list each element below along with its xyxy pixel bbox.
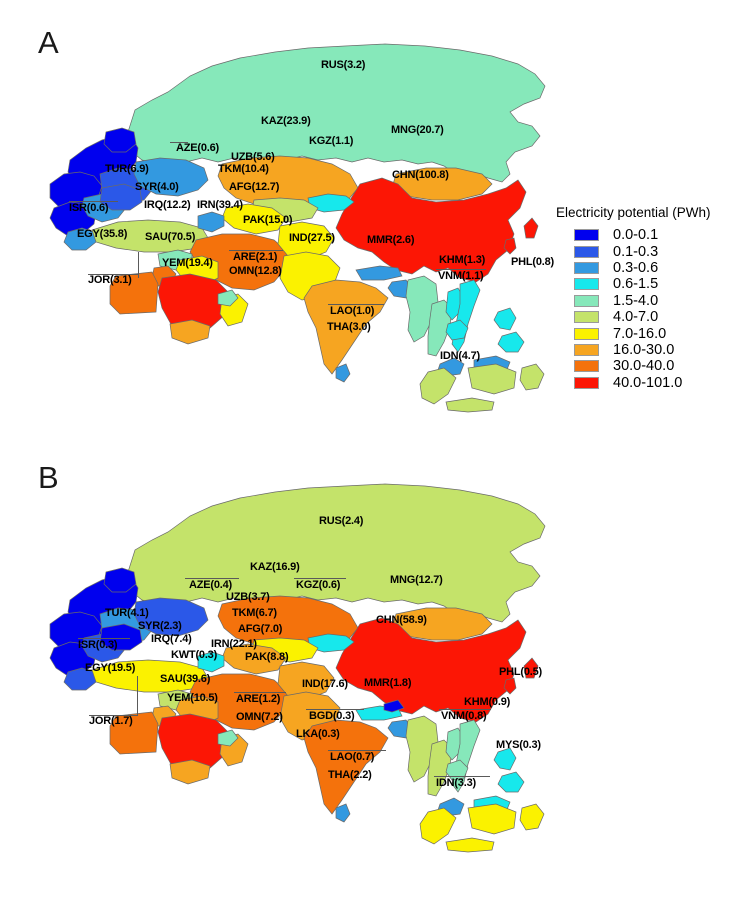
country-shape-phl	[493, 307, 517, 331]
country-shape-ukraine	[133, 157, 209, 197]
country-shape-ind	[303, 719, 389, 815]
panel-b-letter: B	[38, 460, 59, 495]
country-shape-phl2	[497, 331, 525, 353]
country-shape-are	[217, 289, 239, 307]
legend-swatch	[574, 245, 599, 258]
panel-b: B	[0, 440, 756, 880]
country-shape-khm	[445, 759, 469, 781]
legend-swatch	[574, 229, 599, 242]
panel-a: A	[0, 0, 756, 440]
legend-row: 30.0-40.0	[556, 358, 756, 374]
country-shape-phl2	[497, 771, 525, 793]
country-shape-tur	[91, 659, 209, 693]
country-shape-bhutan	[383, 699, 405, 713]
legend-label: 1.5-4.0	[613, 292, 659, 309]
legend-label: 4.0-7.0	[613, 309, 659, 326]
country-shape-lka	[335, 363, 351, 383]
country-shape-tur	[91, 219, 209, 253]
legend-row: 40.0-101.0	[556, 375, 756, 391]
legend-label: 30.0-40.0	[613, 358, 675, 375]
country-shape-npl	[355, 265, 403, 281]
country-shape-tkm	[221, 203, 287, 235]
country-shape-yem	[169, 319, 211, 345]
country-shape-khm	[445, 319, 469, 341]
legend-swatch	[574, 327, 599, 340]
country-shape-kor	[503, 677, 517, 695]
panel-a-map-svg	[49, 43, 546, 413]
legend-row: 7.0-16.0	[556, 325, 756, 342]
legend-swatch	[574, 311, 599, 324]
legend-row: 4.0-7.0	[556, 309, 756, 325]
country-shape-lka	[335, 803, 351, 823]
country-shape-ukraine	[133, 597, 209, 637]
country-shape-idn-java	[445, 397, 495, 413]
panel-a-legend-title: Electricity potential (PWh)	[556, 205, 711, 220]
country-shape-baltic	[103, 127, 137, 153]
country-shape-romania	[99, 623, 143, 651]
legend-label: 7.0-16.0	[613, 325, 667, 342]
country-shape-idn-sumatra	[419, 807, 457, 845]
panel-b-map-svg	[49, 483, 546, 853]
country-shape-afg	[277, 661, 335, 701]
legend-label: 0.1-0.3	[613, 243, 659, 260]
country-shape-idn-borneo	[467, 363, 517, 395]
country-shape-greece	[63, 667, 97, 691]
country-shape-rus	[127, 43, 546, 183]
panel-a-legend: Electricity potential (PWh) 0.0-0.1 0.1-0…	[556, 205, 756, 391]
country-shape-are	[217, 729, 239, 747]
legend-label: 16.0-30.0	[613, 341, 675, 358]
panel-a-map: RUS(3.2) KAZ(23.9) KGZ(1.1) MNG(20.7) CH…	[40, 12, 560, 422]
country-shape-kor	[503, 237, 517, 255]
legend-swatch	[574, 360, 599, 373]
country-shape-mmr	[405, 715, 439, 783]
legend-swatch	[574, 343, 599, 356]
country-shape-idn-java	[445, 837, 495, 853]
legend-label: 0.0-0.1	[613, 227, 659, 244]
panel-a-legend-rows: 0.0-0.1 0.1-0.3 0.3-0.6 0.6-1.5 1.5-4.0 4.0-7…	[556, 227, 756, 391]
country-shape-idn-sulawesi	[519, 803, 545, 831]
country-shape-rus	[127, 483, 546, 623]
panel-a-letter: A	[38, 25, 59, 60]
legend-swatch	[574, 376, 599, 389]
legend-row: 1.5-4.0	[556, 293, 756, 309]
legend-swatch	[574, 278, 599, 291]
country-shape-phl	[493, 747, 517, 771]
legend-label: 0.3-0.6	[613, 259, 659, 276]
legend-row: 0.0-0.1	[556, 227, 756, 243]
country-shape-jpn	[523, 217, 539, 239]
legend-swatch	[574, 261, 599, 274]
country-shape-mmr	[405, 275, 439, 343]
country-shape-aze	[197, 651, 225, 673]
country-shape-idn-sulawesi	[519, 363, 545, 391]
legend-swatch	[574, 294, 599, 307]
country-shape-greece	[63, 227, 97, 251]
country-shape-chn	[335, 177, 527, 283]
legend-row: 0.6-1.5	[556, 276, 756, 292]
panel-b-map: RUS(2.4) KAZ(16.9) KGZ(0.6) MNG(12.7) CH…	[40, 452, 560, 862]
country-shape-romania	[99, 183, 143, 211]
legend-label: 0.6-1.5	[613, 276, 659, 293]
country-shape-egy	[109, 271, 159, 315]
country-shape-yem	[169, 759, 211, 785]
country-shape-idn-borneo	[467, 803, 517, 835]
country-shape-egy	[109, 711, 159, 755]
country-shape-ind	[303, 279, 389, 375]
legend-row: 16.0-30.0	[556, 342, 756, 358]
legend-row: 0.1-0.3	[556, 243, 756, 260]
country-shape-chn	[335, 617, 527, 723]
country-shape-tkm	[221, 643, 287, 675]
country-shape-idn-sumatra	[419, 367, 457, 405]
country-shape-aze	[197, 211, 225, 233]
legend-row: 0.3-0.6	[556, 260, 756, 276]
country-shape-afg	[277, 221, 335, 261]
country-shape-baltic	[103, 567, 137, 593]
country-shape-jpn	[523, 657, 539, 679]
legend-label: 40.0-101.0	[613, 374, 683, 391]
